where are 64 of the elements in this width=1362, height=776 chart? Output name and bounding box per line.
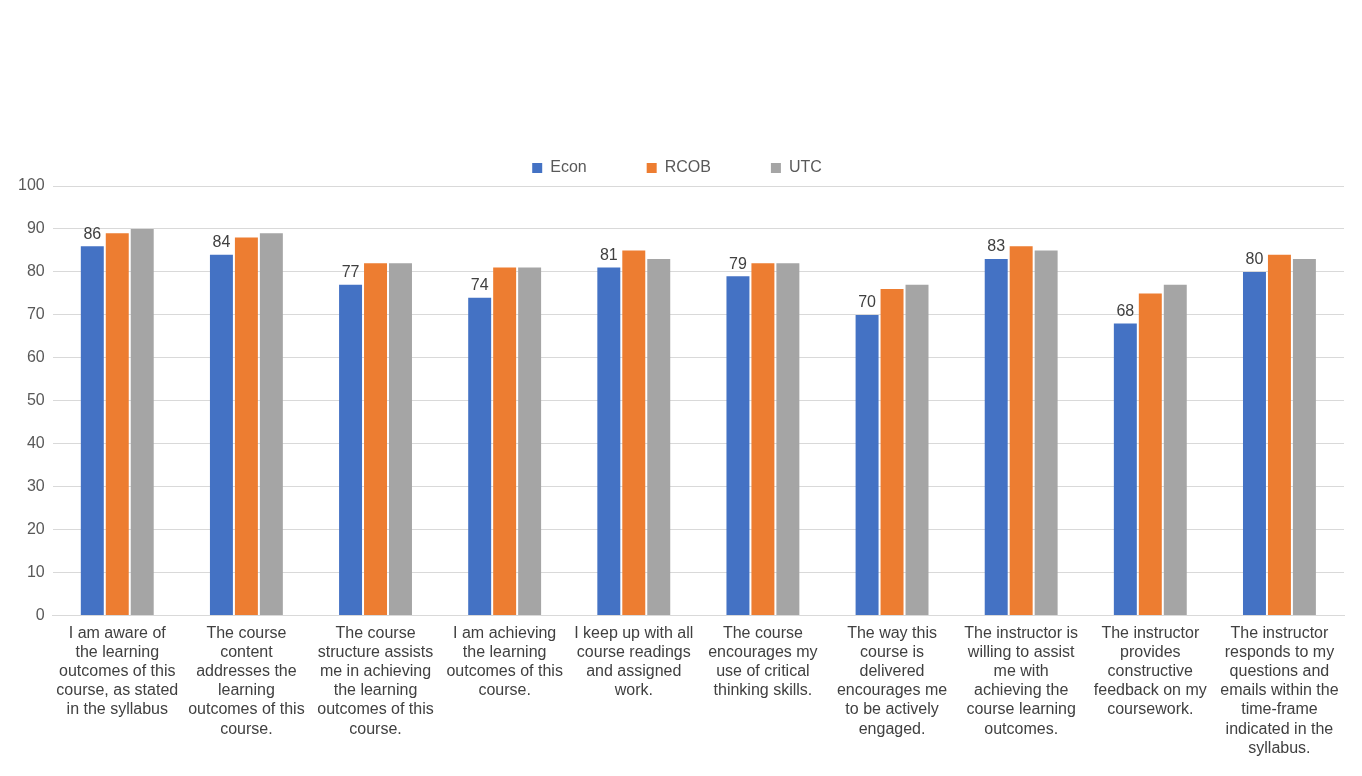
bar	[1034, 250, 1058, 616]
y-tick-label: 0	[35, 606, 45, 624]
bar	[1242, 271, 1266, 616]
x-tick-label: The course encourages my use of critical thinking skills.	[708, 623, 818, 699]
bar	[518, 267, 542, 616]
data-label: 79	[729, 254, 747, 272]
x-tick-label: The instructor responds to my questions and emails within the time-frame indicated in the syllabus.	[1220, 623, 1339, 756]
y-tick-label: 20	[26, 520, 45, 538]
bar	[751, 263, 775, 616]
data-label: 81	[599, 246, 618, 264]
bar	[984, 259, 1008, 616]
bar	[1267, 254, 1291, 616]
x-tick-label: The course structure assists me in achieving the learning outcomes of this course.	[317, 623, 434, 737]
bar	[1009, 246, 1033, 616]
data-label: 74	[470, 276, 489, 294]
data-label: 77	[341, 263, 360, 281]
bar	[259, 233, 283, 616]
bar	[1163, 284, 1187, 616]
bar	[105, 233, 129, 616]
bar	[776, 263, 800, 616]
y-tick-label: 10	[26, 563, 45, 581]
data-label: 83	[987, 237, 1006, 255]
x-tick-label: I keep up with all course readings and assigned work.	[574, 623, 694, 699]
y-tick-label: 50	[26, 391, 45, 409]
bar	[905, 284, 929, 616]
bar	[597, 267, 621, 616]
bar	[647, 259, 671, 616]
bar	[468, 297, 492, 616]
legend-label: RCOB	[664, 158, 711, 176]
bar	[389, 263, 412, 616]
y-tick-label: 80	[26, 262, 45, 280]
bar	[880, 289, 904, 616]
data-label: 84	[212, 233, 231, 251]
data-label: 70	[858, 293, 877, 311]
bar	[130, 228, 154, 616]
bar	[1138, 293, 1162, 616]
x-tick-label: The way this course is delivered encourages me to be actively engaged.	[836, 623, 948, 737]
data-label: 80	[1245, 250, 1264, 268]
bar	[209, 254, 233, 616]
y-tick-label: 30	[26, 477, 45, 495]
y-tick-label: 40	[26, 434, 45, 452]
x-tick-label: The course content addresses the learning outcomes of this course.	[188, 623, 305, 737]
bar	[493, 267, 517, 616]
data-label: 68	[1116, 301, 1135, 319]
x-tick-label: The instructor provides constructive feedback on my coursework.	[1093, 623, 1207, 718]
y-tick-label: 60	[26, 348, 45, 366]
bar	[234, 237, 258, 616]
x-tick-label: I am aware of the learning outcomes of this course, as stated in the syllabus	[56, 623, 179, 718]
bar	[726, 276, 750, 616]
x-tick-label: The instructor is willing to assist me with achieving the course learning outcomes.	[964, 623, 1079, 737]
bar	[1292, 259, 1316, 616]
x-tick-label: I am achieving the learning outcomes of this course.	[446, 623, 563, 699]
legend-label: Econ	[550, 158, 587, 176]
bar	[1113, 323, 1137, 616]
bar	[339, 284, 363, 616]
y-tick-label: 100	[17, 176, 45, 194]
y-tick-label: 70	[26, 305, 45, 323]
bar	[364, 263, 388, 616]
bar	[80, 246, 104, 616]
bar	[855, 314, 879, 616]
bar	[622, 250, 646, 616]
data-label: 86	[83, 224, 102, 242]
legend-label: UTC	[788, 158, 822, 176]
y-tick-label: 90	[26, 219, 45, 237]
